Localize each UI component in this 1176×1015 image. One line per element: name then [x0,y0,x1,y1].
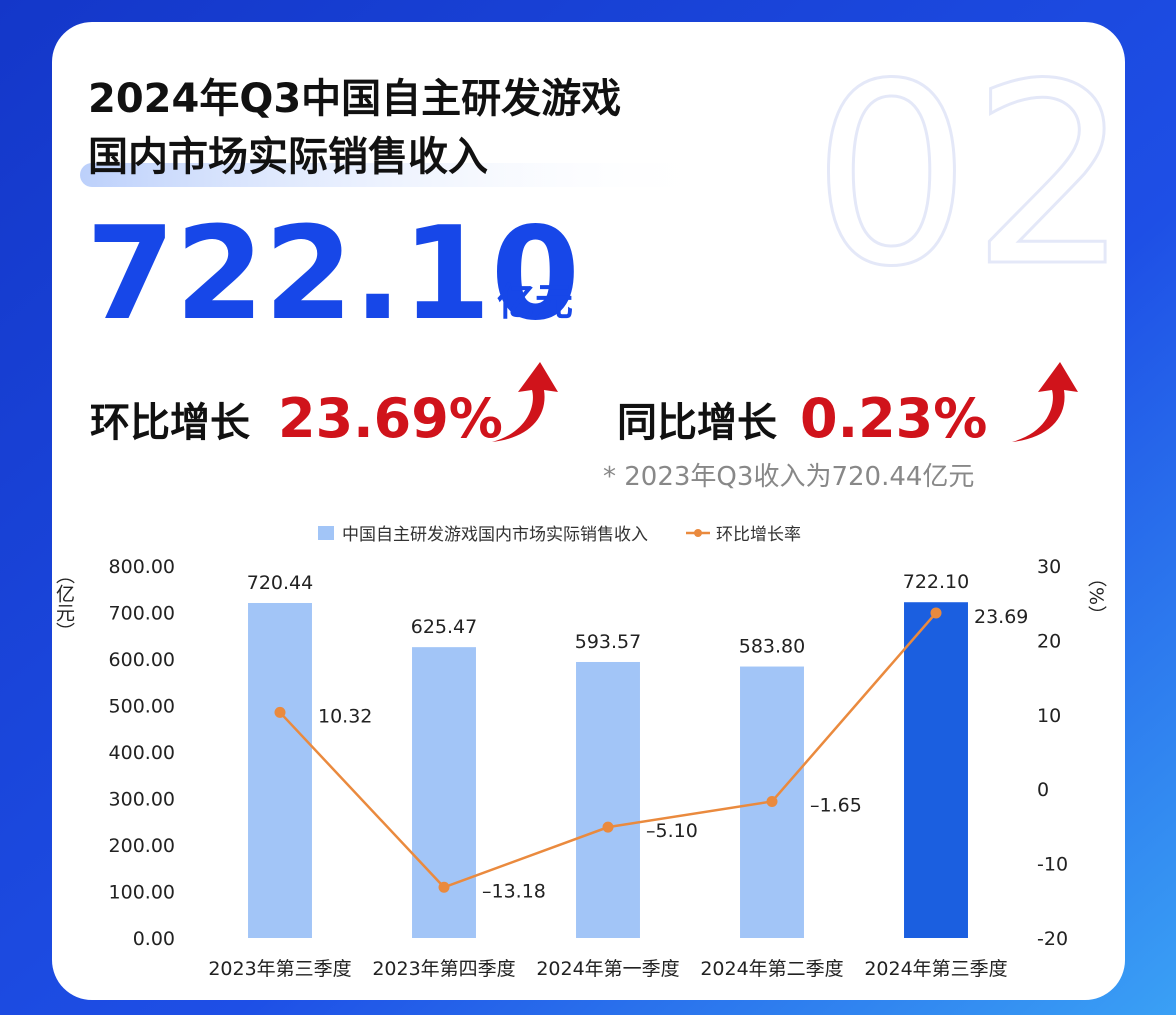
bar-value-label: 625.47 [411,616,477,638]
line-value-label: –1.65 [810,794,862,816]
x-tick-label: 2024年第二季度 [700,958,843,980]
y-tick-label: 200.00 [109,835,175,857]
y-tick-label: 100.00 [109,882,175,904]
y-tick-label: 600.00 [109,649,175,671]
revenue: 722.10 [86,200,580,349]
note: * 2023年Q3收入为720.44亿元 [603,462,974,492]
y-tick-label: 500.00 [109,696,175,718]
line-point [766,795,778,807]
line-value-label: –13.18 [482,880,546,902]
x-tick-label: 2024年第一季度 [536,958,679,980]
x-tick-label: 2024年第三季度 [864,958,1007,980]
line-point [930,607,942,619]
y2-tick-label: 30 [1037,556,1061,578]
yoy-value: 0.23% [800,387,987,450]
bar [412,647,476,938]
legend-marker [694,529,702,537]
qoq-value: 23.69% [278,387,503,450]
y-tick-label: 400.00 [109,742,175,764]
bar-value-label: 720.44 [247,572,313,594]
y2-tick-label: -10 [1037,854,1068,876]
y2-tick-label: 20 [1037,630,1061,652]
bar-value-label: 722.10 [903,571,969,593]
revenue-unit: 亿元 [497,280,573,324]
legend-label: 环比增长率 [716,525,801,545]
y-tick-label: 800.00 [109,556,175,578]
y2-tick-label: 10 [1037,705,1061,727]
line-value-label: –5.10 [646,820,698,842]
x-tick-label: 2023年第四季度 [372,958,515,980]
bar [576,661,640,938]
bar [904,602,968,938]
yoy-label: 同比增长 [617,400,777,446]
legend-label: 中国自主研发游戏国内市场实际销售收入 [342,525,648,545]
title-highlight [80,163,720,187]
legend-swatch [318,526,334,540]
x-tick-label: 2023年第三季度 [208,958,351,980]
line-point [438,881,450,893]
y2-tick-label: -20 [1037,928,1068,950]
y2-axis-label: （%） [1085,568,1107,624]
title-line: 国内市场实际销售收入 [88,134,488,180]
bar-value-label: 583.80 [739,636,805,658]
y-tick-label: 700.00 [109,603,175,625]
up-arrow [1012,362,1078,442]
up-arrow [492,362,558,442]
y-axis-label: （亿元） [53,565,75,641]
bar [248,602,312,938]
y-tick-label: 0.00 [133,928,175,950]
line-point [602,821,614,833]
line-value-label: 10.32 [318,705,372,727]
y-tick-label: 300.00 [109,789,175,811]
watermark: 02 [812,30,1130,321]
title-line: 2024年Q3中国自主研发游戏 [88,76,621,122]
y2-tick-label: 0 [1037,779,1049,801]
bar-value-label: 593.57 [575,631,641,653]
line-value-label: 23.69 [974,606,1028,628]
qoq-label: 环比增长 [90,400,250,446]
line-point [274,706,286,718]
